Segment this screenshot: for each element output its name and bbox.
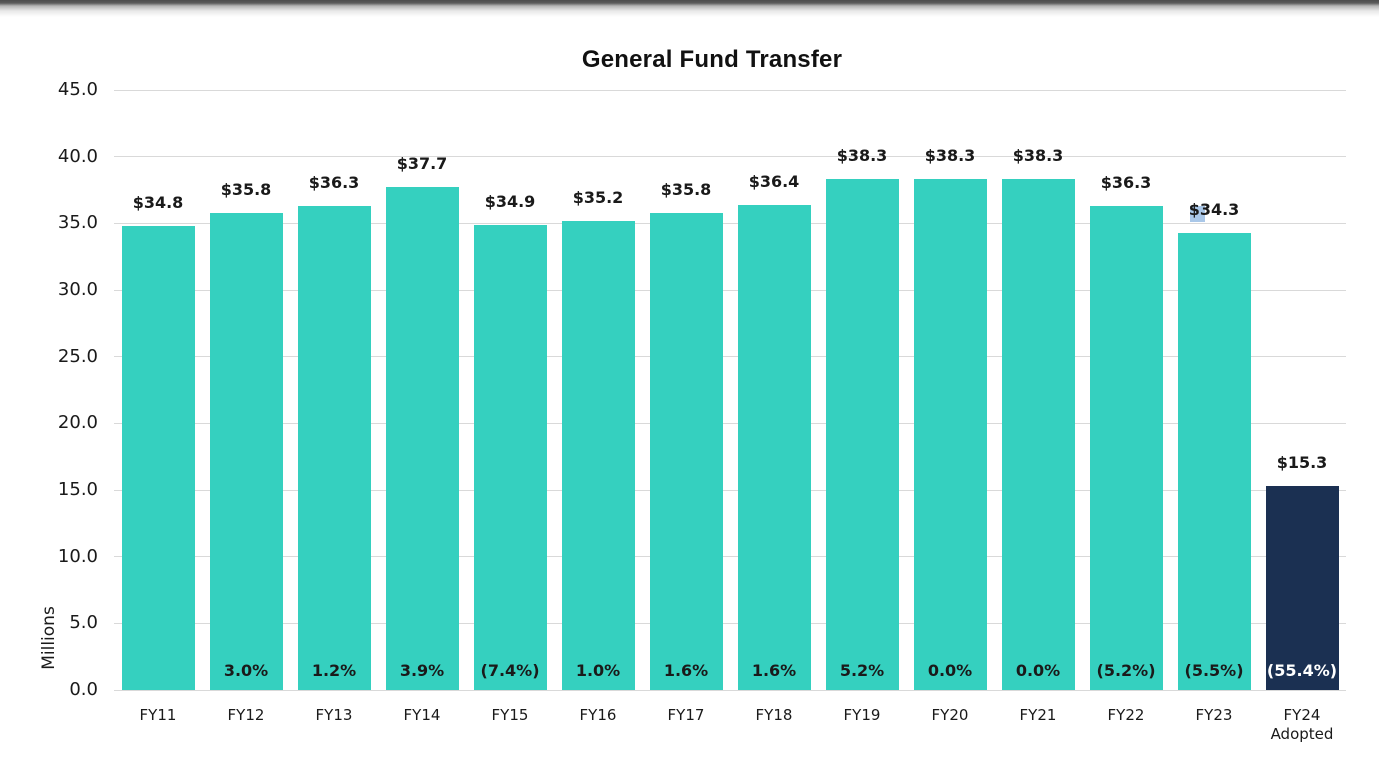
bar-value-label: $15.3 [1276, 453, 1328, 472]
bar-fy18 [737, 204, 811, 690]
gridline [114, 356, 1346, 358]
bar-fy15 [473, 224, 547, 690]
bar-fy17 [649, 212, 723, 690]
x-axis-label: FY24 Adopted [1270, 706, 1334, 743]
bar-pct-change-label: (5.5%) [1184, 661, 1244, 680]
bar-pct-change-label: 3.9% [399, 661, 445, 680]
y-axis-tick-label: 35.0 [57, 212, 98, 234]
bar-value-label: $34.8 [132, 193, 184, 212]
gridline [114, 622, 1346, 624]
bar-value-label: $38.3 [1012, 146, 1064, 166]
x-axis-label: FY21 [1019, 706, 1057, 724]
x-axis-label: FY13 [315, 706, 353, 724]
page-top-shadow [0, 0, 1379, 17]
gridline [114, 422, 1346, 424]
bar-value-label: $38.3 [924, 146, 976, 166]
x-axis-label: FY11 [139, 706, 177, 724]
bar-fy16 [561, 220, 635, 690]
bar-pct-change-label: 0.0% [1015, 661, 1061, 680]
bar-fy21 [1001, 179, 1075, 690]
gridline [114, 489, 1346, 491]
x-axis-label: FY22 [1107, 706, 1145, 724]
bar-pct-change-label: (7.4%) [480, 661, 540, 680]
gridline [114, 689, 1346, 691]
bar-pct-change-label: (55.4%) [1266, 661, 1338, 680]
x-axis-label: FY23 [1195, 706, 1233, 724]
bar-value-label: $36.4 [748, 171, 800, 191]
bar-pct-change-label: 1.6% [663, 661, 709, 680]
x-axis-label: FY14 [403, 706, 441, 724]
bar-fy19 [825, 179, 899, 690]
y-axis-tick-label: 25.0 [57, 345, 98, 367]
x-axis-label: FY16 [579, 706, 617, 724]
bar-fy14 [385, 187, 459, 690]
gridline [114, 156, 1346, 158]
x-axis-label: FY20 [931, 706, 969, 724]
y-axis-tick-label: 20.0 [57, 412, 98, 434]
bar-value-label: $36.3 [308, 173, 360, 192]
bar-pct-change-label: 5.2% [839, 661, 885, 680]
bar-value-label: $35.8 [660, 179, 712, 199]
gridline [114, 556, 1346, 558]
bar-value-label: $37.7 [396, 154, 448, 174]
bar-value-label: $35.2 [572, 187, 624, 207]
bar-pct-change-label: 3.0% [223, 661, 269, 680]
bar-value-label: $36.3 [1100, 173, 1152, 192]
bar-fy23 [1177, 232, 1251, 690]
bar-value-label: $34.9 [484, 191, 536, 211]
chart-title: General Fund Transfer [581, 46, 843, 73]
bar-fy13 [297, 206, 371, 690]
y-axis-tick-label: 15.0 [57, 479, 98, 500]
bar-pct-change-label: (5.2%) [1096, 661, 1156, 680]
y-axis-tick-label: 0.0 [69, 679, 98, 700]
bar-pct-change-label: 1.0% [575, 661, 621, 680]
x-axis-label: FY18 [755, 706, 793, 724]
bar-value-label: $34.3 [1188, 199, 1240, 219]
gridline [114, 222, 1346, 224]
y-axis-tick-label: 40.0 [57, 145, 98, 167]
y-axis-tick-label: 5.0 [69, 612, 98, 634]
y-axis-tick-label: 30.0 [57, 279, 98, 300]
x-axis-label: FY17 [667, 706, 705, 724]
x-axis-label: FY12 [227, 706, 265, 724]
bar-value-label: $38.3 [836, 146, 888, 166]
text-selection-highlight [1190, 205, 1205, 222]
bar-fy20 [913, 179, 987, 690]
bar-fy12 [209, 212, 283, 690]
bar-pct-change-label: 1.6% [751, 661, 797, 680]
x-axis-label: FY19 [843, 706, 881, 724]
bar-pct-change-label: 0.0% [927, 661, 973, 680]
y-axis-tick-label: 45.0 [57, 79, 98, 100]
bar-pct-change-label: 1.2% [311, 661, 357, 680]
bar-fy11 [121, 226, 195, 690]
gridline [114, 289, 1346, 291]
bar-value-label: $35.8 [220, 179, 272, 199]
x-axis-label: FY15 [491, 706, 529, 724]
bar-fy22 [1089, 206, 1163, 690]
y-axis-tick-label: 10.0 [57, 545, 98, 567]
bar-fy24 [1265, 486, 1339, 690]
gridline [114, 89, 1346, 91]
